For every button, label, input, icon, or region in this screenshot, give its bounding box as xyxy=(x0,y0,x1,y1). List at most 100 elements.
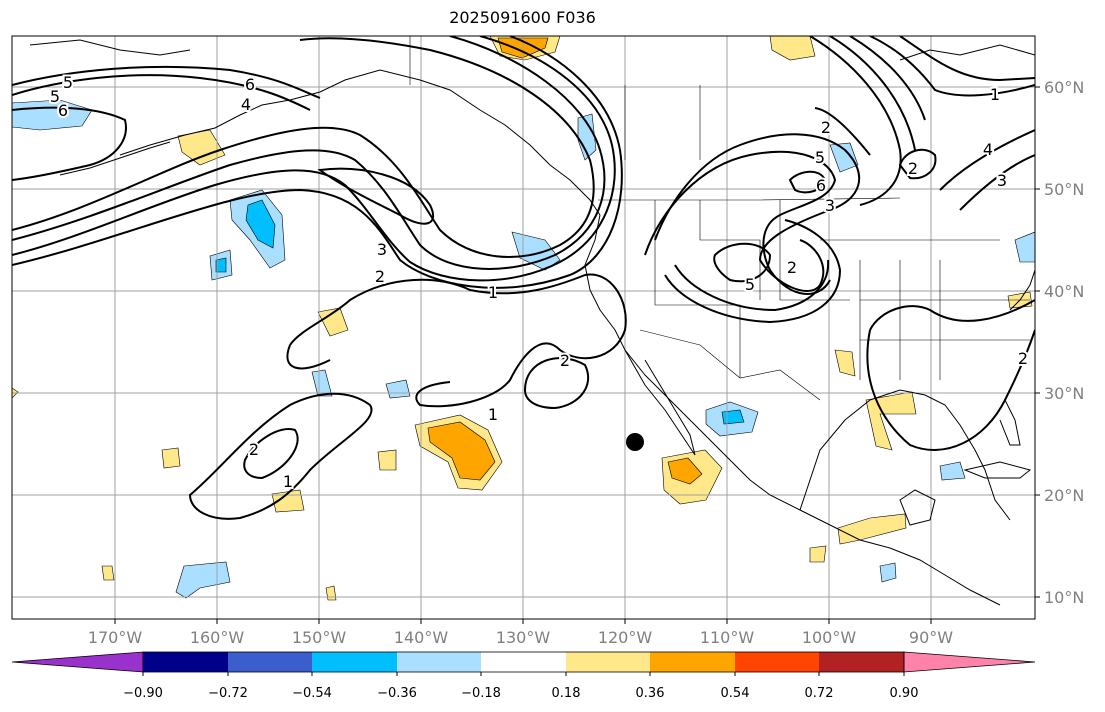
contour-line xyxy=(849,36,926,121)
lon-label: 110°W xyxy=(700,628,755,647)
lon-label: 140°W xyxy=(394,628,449,647)
contour-line xyxy=(674,259,830,312)
colorbar-tick-label: 0.18 xyxy=(552,686,581,701)
colorbar-tick-label: −0.18 xyxy=(461,686,501,701)
fill-region xyxy=(879,562,897,583)
contour-line xyxy=(814,107,871,156)
contour-label: 3 xyxy=(377,240,387,259)
contour-line xyxy=(188,392,373,520)
fill-region xyxy=(809,545,827,563)
contour-label: 3 xyxy=(997,171,1007,190)
fill-region xyxy=(215,257,227,273)
fill-region xyxy=(177,129,226,166)
map-title: 2025091600 F036 xyxy=(449,8,596,27)
location-marker xyxy=(626,433,644,451)
contour-label: 3 xyxy=(825,196,835,215)
contour-line xyxy=(12,36,606,270)
contour-line xyxy=(898,148,937,180)
contours xyxy=(12,36,1035,520)
contour-labels: 5 5 6 6 4 3 2 1 2 1 2 1 2 5 6 3 5 2 2 4 … xyxy=(48,71,1030,493)
contour-line xyxy=(644,150,837,295)
lon-label: 170°W xyxy=(88,628,143,647)
contour-line xyxy=(866,329,1035,451)
contour-label: 4 xyxy=(983,140,993,159)
colorbar-tick-label: 0.72 xyxy=(805,686,834,701)
colorbar-swatch xyxy=(566,652,650,672)
contour-label: 2 xyxy=(560,351,570,370)
colorbar-tick-label: −0.36 xyxy=(377,686,417,701)
contour-line xyxy=(243,428,299,480)
contour-line xyxy=(959,154,1035,211)
lat-label: 40°N xyxy=(1044,282,1084,301)
contour-line xyxy=(12,36,616,282)
coastline-aleutians xyxy=(59,141,171,176)
ticks xyxy=(114,86,1040,624)
fill-region xyxy=(377,449,397,471)
lon-label: 150°W xyxy=(292,628,347,647)
contour-line xyxy=(829,36,916,151)
contour-line xyxy=(899,36,1035,82)
colorbar-swatch xyxy=(819,652,904,672)
fill-region xyxy=(311,369,333,397)
contour-line xyxy=(12,37,595,258)
colorbar-extend-high xyxy=(903,651,1036,673)
contour-label: 5 xyxy=(63,73,73,92)
contour-line xyxy=(12,65,321,99)
colorbar-tick-label: −0.72 xyxy=(208,686,248,701)
latitude-labels: 60°N 50°N 40°N 30°N 20°N 10°N xyxy=(1044,78,1084,607)
lon-label: 100°W xyxy=(802,628,857,647)
colorbar-extend-low xyxy=(11,651,144,673)
contour-label: 5 xyxy=(745,275,755,294)
contour-label: 2 xyxy=(787,258,797,277)
coastline-hudson xyxy=(899,44,1035,61)
contour-line xyxy=(654,133,861,292)
fill-region xyxy=(325,585,337,601)
coastlines xyxy=(29,39,1035,606)
fill-region xyxy=(829,142,859,173)
contour-line xyxy=(286,344,331,370)
contour-label: 4 xyxy=(241,95,251,114)
lon-label: 160°W xyxy=(190,628,245,647)
fill-region xyxy=(1014,231,1035,263)
contour-label: 2 xyxy=(375,267,385,286)
colorbar-swatch xyxy=(143,652,228,672)
contour-label: 6 xyxy=(245,75,255,94)
coastline-alaska xyxy=(119,69,601,216)
contour-line xyxy=(939,129,1035,191)
colorbar-tick-label: 0.90 xyxy=(890,686,919,701)
coastline-baja xyxy=(624,349,696,456)
contour-line xyxy=(869,299,1035,331)
fill-region xyxy=(667,457,703,485)
coastline-eastcoast xyxy=(1009,269,1035,311)
lon-label: 130°W xyxy=(496,628,551,647)
coastline-na-west xyxy=(584,214,1001,606)
contour-line xyxy=(869,36,1035,97)
contour-line xyxy=(523,357,590,410)
fill-region xyxy=(721,409,745,425)
lat-label: 50°N xyxy=(1044,180,1084,199)
fill-region xyxy=(834,349,856,377)
coastline-cuba xyxy=(963,461,1032,479)
contour-line xyxy=(788,170,827,194)
contour-line xyxy=(664,219,842,324)
contour-line xyxy=(317,167,435,225)
colorbar-tick-label: −0.54 xyxy=(292,686,332,701)
lon-label: 90°W xyxy=(909,628,953,647)
fill-region xyxy=(161,447,181,469)
fill-region xyxy=(101,565,115,581)
colorbar-swatch xyxy=(481,652,566,672)
contour-label: 6 xyxy=(58,101,68,120)
lon-label: 120°W xyxy=(598,628,653,647)
contour-label: 2 xyxy=(1018,349,1028,368)
coastline-yucatan xyxy=(899,489,936,526)
colorbar-tick-label: −0.90 xyxy=(123,686,163,701)
longitude-labels: 170°W 160°W 150°W 140°W 130°W 120°W 110°… xyxy=(88,628,953,647)
colorbar-tick-label: 0.54 xyxy=(721,686,750,701)
contour-label: 2 xyxy=(249,440,259,459)
colorbar-swatch xyxy=(650,652,735,672)
contour-label: 2 xyxy=(821,118,831,137)
contour-label: 1 xyxy=(488,283,498,302)
lat-label: 20°N xyxy=(1044,486,1084,505)
contour-label: 2 xyxy=(908,159,918,178)
